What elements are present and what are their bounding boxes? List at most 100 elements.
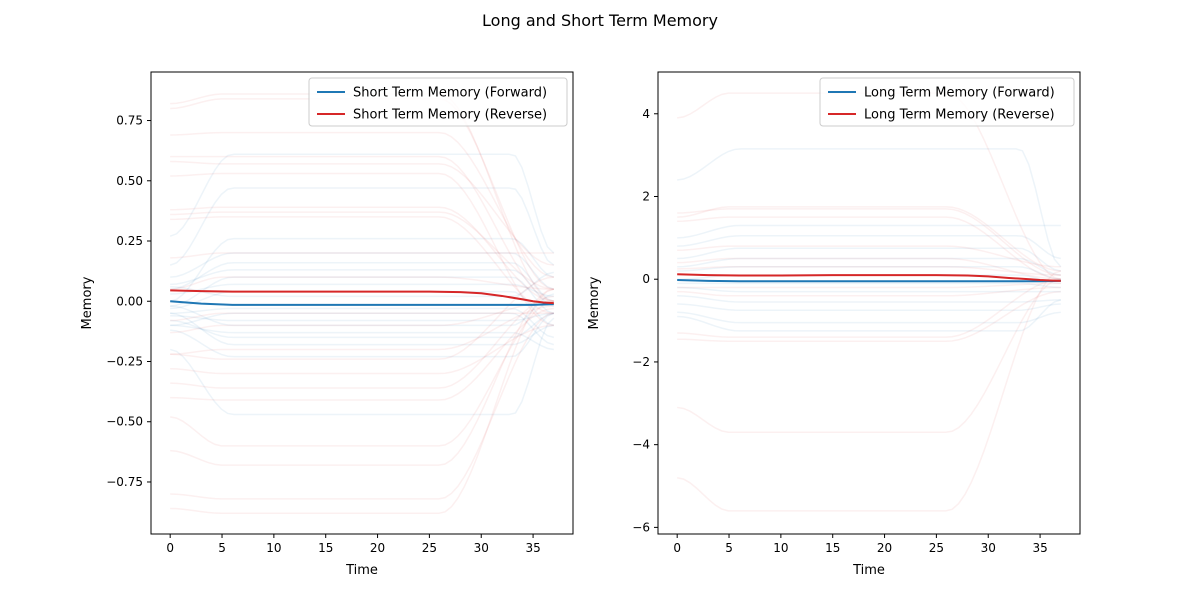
reverse-trace	[170, 206, 554, 302]
reverse-trace	[170, 276, 554, 290]
y-tick-label: −2	[632, 355, 650, 369]
x-axis-label: Time	[852, 563, 885, 578]
forward-trace	[170, 312, 555, 346]
long-term-memory-panel: 0 5 10 15 20 25 30 35 −6 −4 −2 0 2 4 Time Memory Long Te…	[587, 71, 1081, 578]
reverse-trace	[170, 276, 554, 360]
forward-trace	[677, 282, 1061, 289]
reverse-trace	[170, 216, 554, 315]
reverse-trace	[170, 252, 554, 259]
reverse-trace	[677, 257, 1061, 280]
legend-label: Long Term Memory (Forward)	[864, 86, 1055, 101]
forward-trace	[677, 286, 1061, 293]
forward-trace	[677, 257, 1061, 276]
x-tick-label: 15	[318, 541, 333, 555]
y-tick-label: 0.50	[116, 174, 143, 188]
axes-frame	[657, 71, 1081, 535]
figure-title: Long and Short Term Memory	[482, 11, 718, 30]
forward-mean-line	[677, 279, 1061, 283]
forward-trace	[677, 235, 1061, 260]
forward-mean-line	[170, 300, 554, 306]
reverse-trace	[677, 290, 1061, 343]
y-tick-label: 0.75	[116, 114, 143, 128]
forward-trace	[170, 276, 555, 315]
y-axis-label: Memory	[587, 276, 602, 329]
short-term-memory-panel: 0 5 10 15 20 25 30 35 −0.75 −0.50 −0.25 0.00 0.25 0.5…	[80, 71, 574, 578]
x-tick-label: 15	[825, 541, 840, 555]
y-tick-label: −6	[632, 520, 650, 534]
reverse-trace	[170, 211, 554, 290]
y-tick-label: −0.75	[106, 475, 143, 489]
reverse-trace	[677, 245, 1061, 268]
y-tick-label: 2	[642, 189, 650, 203]
forward-trace	[677, 224, 1061, 239]
plot-area	[169, 93, 555, 515]
x-tick-label: 20	[877, 541, 892, 555]
x-tick-label: 35	[525, 541, 540, 555]
forward-trace	[677, 303, 1061, 311]
reverse-trace	[170, 288, 555, 515]
reverse-trace	[677, 282, 1061, 289]
reverse-trace	[170, 312, 554, 322]
reverse-trace	[677, 278, 1061, 433]
reverse-trace	[170, 131, 554, 278]
plot-area	[677, 92, 1062, 512]
forward-trace	[677, 295, 1061, 303]
y-axis-label: Memory	[80, 276, 95, 329]
reverse-trace	[170, 312, 555, 500]
forward-trace	[170, 269, 555, 307]
x-tick-label: 25	[929, 541, 944, 555]
forward-trace	[677, 247, 1061, 272]
reverse-mean-line	[677, 273, 1061, 282]
forward-trace	[170, 307, 555, 339]
forward-trace	[170, 283, 554, 298]
reverse-trace	[677, 216, 1061, 280]
y-tick-label: 0	[642, 272, 650, 286]
reverse-trace	[170, 324, 554, 375]
forward-trace	[169, 187, 555, 266]
forward-trace	[677, 311, 1061, 324]
reverse-trace	[677, 278, 1061, 338]
x-tick-label: 10	[266, 541, 281, 555]
reverse-trace	[170, 300, 554, 447]
y-tick-label: 0.25	[116, 234, 143, 248]
forward-trace	[170, 312, 555, 358]
reverse-trace	[677, 266, 1061, 276]
forward-trace	[677, 148, 1062, 268]
forward-trace	[170, 293, 555, 327]
x-tick-label: 30	[981, 541, 996, 555]
reverse-trace	[677, 206, 1061, 272]
x-tick-label: 0	[673, 541, 681, 555]
forward-trace	[170, 261, 555, 302]
reverse-trace	[677, 286, 1061, 297]
forward-trace	[170, 324, 554, 351]
legend-box	[308, 77, 568, 127]
x-tick-label: 5	[725, 541, 733, 555]
reverse-trace	[170, 160, 554, 266]
y-tick-label: −4	[632, 438, 650, 452]
reverse-trace	[170, 155, 554, 302]
forward-trace	[170, 312, 554, 346]
reverse-mean-line	[170, 289, 554, 305]
x-tick-label: 10	[773, 541, 788, 555]
x-axis-label: Time	[345, 563, 378, 578]
forward-trace	[170, 312, 554, 322]
forward-trace	[170, 271, 554, 298]
reverse-trace	[170, 305, 554, 356]
reverse-trace	[677, 270, 1062, 512]
x-tick-label: 25	[422, 541, 437, 555]
x-tick-label: 20	[370, 541, 385, 555]
axes-frame	[150, 71, 574, 535]
forward-trace	[169, 153, 555, 254]
y-tick-label: 4	[642, 107, 650, 121]
reverse-trace	[170, 300, 554, 334]
forward-trace	[170, 312, 554, 339]
legend-box	[819, 77, 1075, 127]
y-tick-label: −0.25	[106, 354, 143, 368]
x-tick-label: 0	[166, 541, 174, 555]
forward-trace	[677, 299, 1062, 332]
reverse-trace	[170, 172, 554, 327]
x-tick-label: 35	[1032, 541, 1047, 555]
reverse-trace	[170, 295, 554, 389]
reverse-trace	[170, 307, 554, 401]
